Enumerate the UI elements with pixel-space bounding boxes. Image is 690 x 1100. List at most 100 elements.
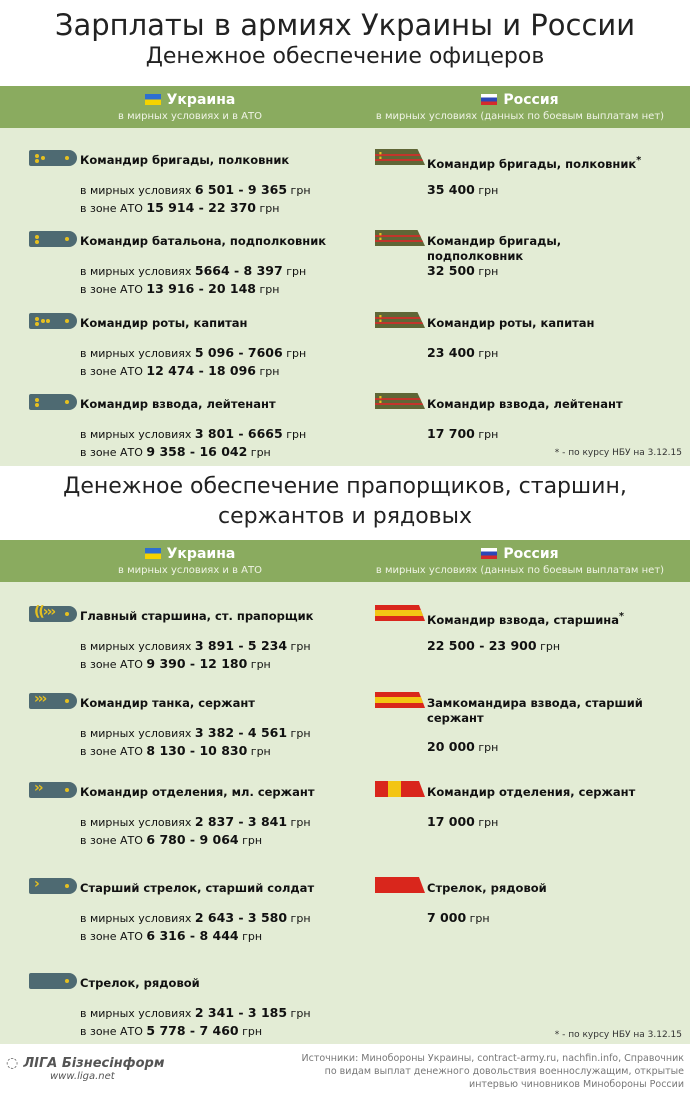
ato-salary-range: 8 130 - 10 830 xyxy=(146,743,248,758)
ato-salary-line: в зоне АТО 13 916 - 20 148 грн xyxy=(80,281,279,296)
currency-label: грн xyxy=(238,930,263,943)
russia-header: Россия в мирных условиях (данных по боевы… xyxy=(355,544,685,577)
peace-salary-range: 2 643 - 3 580 xyxy=(194,910,288,925)
russia-officer-shoulder-board-icon: : xyxy=(375,230,425,246)
ukraine-enlisted-shoulder-board-icon: ››› xyxy=(29,691,77,709)
currency-label: грн xyxy=(256,202,280,215)
rank-name: Командир роты, капитан xyxy=(427,316,595,330)
salary-value: 35 400 xyxy=(427,182,475,197)
peace-salary-range: 2 837 - 3 841 xyxy=(194,814,288,829)
page-subtitle: Денежное обеспечение офицеров xyxy=(145,44,545,69)
footnote: * - по курсу НБУ на 3.12.15 xyxy=(554,1030,682,1040)
ato-salary-line: в зоне АТО 5 778 - 7 460 грн xyxy=(80,1023,262,1038)
peace-salary-range: 3 801 - 6665 xyxy=(194,426,283,441)
currency-label: грн xyxy=(287,912,311,925)
sources: Источники: Минобороны Украины, contract-… xyxy=(301,1053,684,1090)
rank-title: Командир отделения, сержант xyxy=(427,785,647,800)
currency-label: грн xyxy=(282,428,307,441)
peace-label: в мирных условиях xyxy=(80,428,195,441)
salary-value: 22 500 - 23 900 xyxy=(427,638,537,653)
russia-name: Россия xyxy=(503,545,559,562)
ato-salary-range: 9 358 - 16 042 xyxy=(146,444,248,459)
salary-value: 17 000 xyxy=(427,814,475,829)
currency-label: грн xyxy=(247,446,271,459)
currency-label: грн xyxy=(474,816,499,829)
salary-value: 32 500 xyxy=(427,263,475,278)
ukraine-enlisted-shoulder-board-icon: ((››› xyxy=(29,604,77,622)
header-band-enlisted: Украина в мирных условиях и в АТО Россия в … xyxy=(0,540,690,582)
ukraine-name: Украина xyxy=(166,545,236,562)
russia-enlisted-shoulder-board-icon xyxy=(375,877,425,893)
ukraine-rank-entry: ››› Командир танка, сержант в мирных услов… xyxy=(0,691,340,776)
peace-salary-range: 5 096 - 7606 xyxy=(194,345,283,360)
rank-name: Командир бригады, подполковник xyxy=(427,234,562,263)
peace-label: в мирных условиях xyxy=(80,1007,195,1020)
ukraine-rank-entry: Командир батальона, подполковник в мирных… xyxy=(0,231,340,314)
salary-line: 20 000 грн xyxy=(427,739,498,754)
ukraine-rank-entry: Командир бригады, полковник в мирных усло… xyxy=(0,150,340,233)
peace-salary-line: в мирных условиях 6 501 - 9 365 грн xyxy=(80,182,311,197)
rank-title: Командир отделения, мл. сержант xyxy=(80,785,315,799)
peace-salary-range: 3 382 - 4 561 xyxy=(194,725,288,740)
russia-label: Россия xyxy=(481,91,559,108)
ato-salary-line: в зоне АТО 9 390 - 12 180 грн xyxy=(80,656,271,671)
ato-label: в зоне АТО xyxy=(80,834,147,847)
ato-salary-range: 9 390 - 12 180 xyxy=(146,656,248,671)
rank-name: Командир взвода, старшина xyxy=(427,612,619,627)
currency-label: грн xyxy=(474,265,499,278)
russia-officer-shoulder-board-icon: : xyxy=(375,149,425,165)
ukraine-flag-icon xyxy=(144,548,161,559)
ukraine-rank-entry: Стрелок, рядовой в мирных условиях 2 341 … xyxy=(0,973,340,1056)
ato-label: в зоне АТО xyxy=(80,202,147,215)
currency-label: грн xyxy=(474,347,499,360)
rank-title: Командир роты, капитан xyxy=(80,316,248,330)
russia-header: Россия в мирных условиях (данных по боевы… xyxy=(355,90,685,123)
russia-rank-entry: : Командир роты, капитан 23 400 грн xyxy=(0,312,690,396)
rank-title: Командир взвода, старшина* xyxy=(427,609,647,628)
currency-label: грн xyxy=(287,727,311,740)
ukraine-header: Украина в мирных условиях и в АТО xyxy=(70,90,310,123)
peace-salary-line: в мирных условиях 2 837 - 3 841 грн xyxy=(80,814,311,829)
logo-url: www.liga.net xyxy=(50,1071,115,1082)
ukraine-enlisted-shoulder-board-icon: › xyxy=(29,876,77,894)
russia-subtitle: в мирных условиях (данных по боевым выпл… xyxy=(375,565,665,576)
peace-salary-line: в мирных условиях 3 891 - 5 234 грн xyxy=(80,638,311,653)
russia-enlisted-shoulder-board-icon xyxy=(375,605,425,621)
salary-line: 17 700 грн xyxy=(427,426,498,441)
salary-line: 35 400 грн xyxy=(427,182,498,197)
russia-rank-entry: Замкомандира взвода, старший сержант 20 0… xyxy=(0,692,690,776)
ato-salary-line: в зоне АТО 9 358 - 16 042 грн xyxy=(80,444,271,459)
ato-salary-range: 6 780 - 9 064 xyxy=(146,832,239,847)
russia-flag-icon xyxy=(481,548,498,559)
ato-salary-range: 13 916 - 20 148 xyxy=(146,281,256,296)
salary-line: 7 000 грн xyxy=(427,910,490,925)
russia-subtitle: в мирных условиях (данных по боевым выпл… xyxy=(375,111,665,122)
peace-salary-range: 2 341 - 3 185 xyxy=(194,1005,288,1020)
salary-value: 17 700 xyxy=(427,426,475,441)
ato-salary-line: в зоне АТО 6 316 - 8 444 грн xyxy=(80,928,262,943)
currency-label: грн xyxy=(247,658,271,671)
peace-label: в мирных условиях xyxy=(80,640,195,653)
salary-line: 17 000 грн xyxy=(427,814,498,829)
rank-name: Командир бригады, полковник xyxy=(427,156,637,171)
ukraine-enlisted-shoulder-board-icon: ›› xyxy=(29,780,77,798)
officers-panel: Командир бригады, полковник в мирных усло… xyxy=(0,128,690,466)
rank-name: Стрелок, рядовой xyxy=(427,881,547,895)
russia-enlisted-shoulder-board-icon xyxy=(375,692,425,708)
ato-salary-line: в зоне АТО 15 914 - 22 370 грн xyxy=(80,200,279,215)
peace-salary-range: 6 501 - 9 365 xyxy=(194,182,288,197)
ukraine-officer-shoulder-board-icon xyxy=(29,231,77,247)
russia-name: Россия xyxy=(503,91,559,108)
currency-label: грн xyxy=(466,912,490,925)
currency-label: грн xyxy=(238,834,263,847)
currency-label: грн xyxy=(287,640,311,653)
ukraine-flag-icon xyxy=(144,94,161,105)
currency-label: грн xyxy=(282,265,307,278)
russia-rank-entry: Стрелок, рядовой 7 000 грн xyxy=(0,877,690,961)
ato-label: в зоне АТО xyxy=(80,446,147,459)
ukraine-rank-entry: ›› Командир отделения, мл. сержант в мирны… xyxy=(0,780,340,865)
ukraine-officer-shoulder-board-icon xyxy=(29,150,77,166)
ukraine-rank-entry: Командир роты, капитан в мирных условиях … xyxy=(0,313,340,396)
peace-salary-range: 3 891 - 5 234 xyxy=(194,638,288,653)
ato-salary-line: в зоне АТО 6 780 - 9 064 грн xyxy=(80,832,262,847)
